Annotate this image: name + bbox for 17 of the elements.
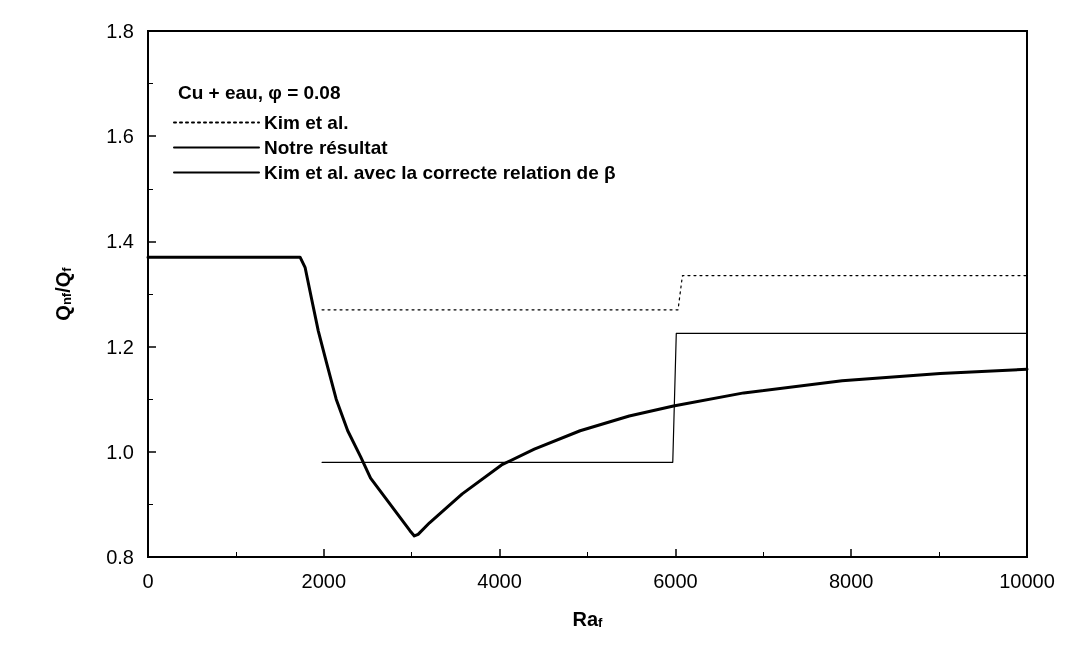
y-tick-label: 1.2 [106, 335, 134, 358]
y-tick-label: 1.6 [106, 125, 134, 148]
x-axis-title: Raf [572, 608, 604, 630]
y-tick-label: 0.8 [106, 546, 134, 568]
legend-title: Cu + eau, φ = 0.08 [178, 82, 341, 103]
x-tick-label: 6000 [653, 570, 698, 592]
legend-label: Kim et al. avec la correcte relation de β [264, 162, 616, 183]
y-tick-label: 1.4 [106, 230, 134, 253]
legend-label: Kim et al. [264, 112, 349, 133]
x-tick-label: 2000 [301, 570, 347, 592]
x-tick-label: 8000 [828, 570, 874, 592]
x-tick-label: 10000 [999, 570, 1055, 592]
y-tick-label: 1.8 [106, 20, 134, 42]
y-tick-label: 1.0 [106, 440, 134, 463]
x-tick-label: 0 [142, 570, 154, 592]
legend-label: Notre résultat [264, 137, 389, 158]
x-tick-label: 4000 [477, 570, 522, 592]
